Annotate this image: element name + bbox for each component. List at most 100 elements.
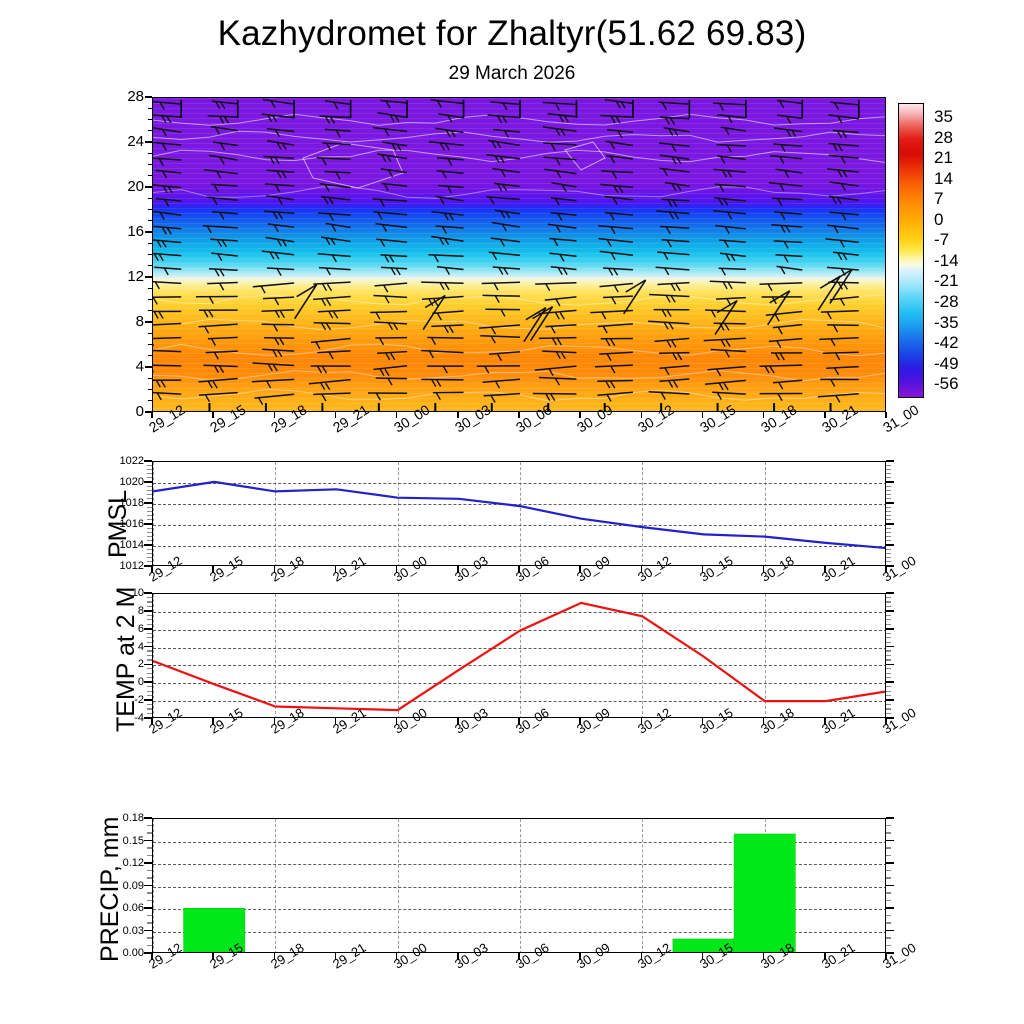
x-tick: [579, 566, 581, 573]
y-minor-tick: [148, 377, 152, 379]
y-tick-right: [886, 645, 894, 648]
y-tick-right: [886, 609, 894, 612]
grid-line-h: [153, 647, 885, 649]
colorbar-tick-label: -21: [934, 271, 959, 291]
y-tick: [145, 276, 152, 278]
y-minor-tick-right: [886, 937, 891, 939]
colorbar-tick-label: -42: [934, 333, 959, 353]
y-tick: [145, 321, 152, 323]
y-minor-tick: [147, 527, 152, 529]
x-tick: [457, 953, 459, 960]
y-minor-tick-right: [886, 832, 891, 834]
y-minor-tick-right: [886, 654, 891, 657]
grid-line-h: [153, 611, 885, 613]
x-tick: [151, 412, 153, 418]
y-tick-right: [886, 699, 894, 702]
x-tick: [518, 566, 520, 573]
page-title: Kazhydromet for Zhaltyr(51.62 69.83): [217, 14, 807, 53]
y-minor-tick: [147, 854, 152, 857]
y-minor-tick: [147, 677, 152, 679]
x-tick: [457, 412, 459, 418]
y-tick: [145, 231, 152, 233]
y-minor-tick: [148, 265, 152, 267]
y-minor-tick-right: [886, 922, 891, 924]
grid-line-v: [397, 594, 399, 717]
y-minor-tick: [147, 531, 152, 533]
y-minor-tick: [147, 937, 152, 939]
y-tick-label: 0.00: [122, 947, 144, 959]
x-tick: [762, 718, 765, 725]
y-minor-tick-right: [886, 892, 891, 894]
y-tick: [144, 699, 152, 702]
y-minor-tick-right: [886, 712, 891, 715]
y-minor-tick-right: [886, 690, 891, 692]
y-tick-right: [886, 907, 894, 909]
y-tick-label: 2: [137, 658, 144, 671]
x-tick: [640, 718, 643, 725]
y-tick-label: -2: [134, 694, 144, 707]
y-minor-tick: [147, 473, 152, 475]
y-minor-tick-right: [886, 464, 891, 466]
x-tick: [579, 412, 581, 418]
x-tick: [518, 718, 520, 725]
cross-section-plot: [152, 97, 886, 412]
y-minor-tick-right: [886, 677, 891, 679]
y-tick-right: [886, 592, 894, 594]
x-tick: [395, 953, 398, 960]
grid-line-v: [153, 594, 154, 717]
y-minor-tick-right: [886, 605, 891, 607]
y-tick-label: 1012: [119, 560, 144, 572]
y-minor-tick: [147, 690, 152, 692]
y-minor-tick-right: [886, 489, 891, 491]
x-tick-label: 31_00: [880, 401, 922, 436]
y-minor-tick: [148, 355, 152, 357]
y-minor-tick-right: [886, 623, 891, 625]
y-tick-right: [886, 717, 894, 719]
y-tick: [144, 502, 152, 504]
grid-line-v: [153, 462, 154, 565]
y-tick: [144, 884, 152, 887]
y-minor-tick: [147, 650, 152, 652]
y-tick-right: [886, 839, 894, 842]
y-minor-tick-right: [886, 695, 891, 697]
y-tick: [145, 366, 152, 368]
y-minor-tick: [147, 869, 152, 872]
grid-line-v: [275, 462, 277, 565]
grid-line-v: [397, 462, 399, 565]
x-tick: [334, 953, 337, 960]
y-minor-tick: [147, 468, 152, 470]
x-tick: [701, 412, 704, 418]
grid-line-h: [153, 665, 885, 667]
x-tick: [885, 718, 887, 725]
y-tick: [144, 952, 152, 954]
precip-plot: [152, 818, 886, 953]
y-minor-tick: [147, 632, 152, 634]
grid-line-h: [153, 841, 885, 843]
y-minor-tick: [147, 477, 152, 479]
y-tick: [144, 565, 152, 567]
y-minor-tick: [148, 152, 152, 154]
y-minor-tick-right: [886, 641, 891, 643]
y-tick-right: [886, 502, 894, 504]
y-tick-right: [886, 681, 894, 684]
x-tick: [762, 953, 765, 960]
y-minor-tick-right: [886, 552, 891, 554]
y-tick-label: 28: [127, 88, 144, 105]
y-minor-tick-right: [886, 619, 891, 621]
y-minor-tick: [147, 498, 152, 500]
y-tick-label: 1022: [119, 455, 144, 467]
y-tick-label: 0.15: [122, 834, 144, 847]
x-tick: [395, 566, 398, 573]
y-minor-tick: [147, 557, 152, 559]
y-tick: [145, 141, 152, 143]
y-tick-label: 6: [137, 622, 144, 635]
grid-line-h: [153, 909, 885, 910]
pmsl-axis-title: PMSL: [104, 489, 132, 558]
page-subtitle: 29 March 2026: [448, 63, 576, 84]
colorbar-tick-label: 7: [934, 189, 944, 209]
y-minor-tick: [147, 922, 152, 924]
precip-series: [183, 833, 796, 952]
y-tick-right: [886, 929, 894, 932]
y-minor-tick: [148, 310, 152, 312]
y-minor-tick: [147, 712, 152, 715]
